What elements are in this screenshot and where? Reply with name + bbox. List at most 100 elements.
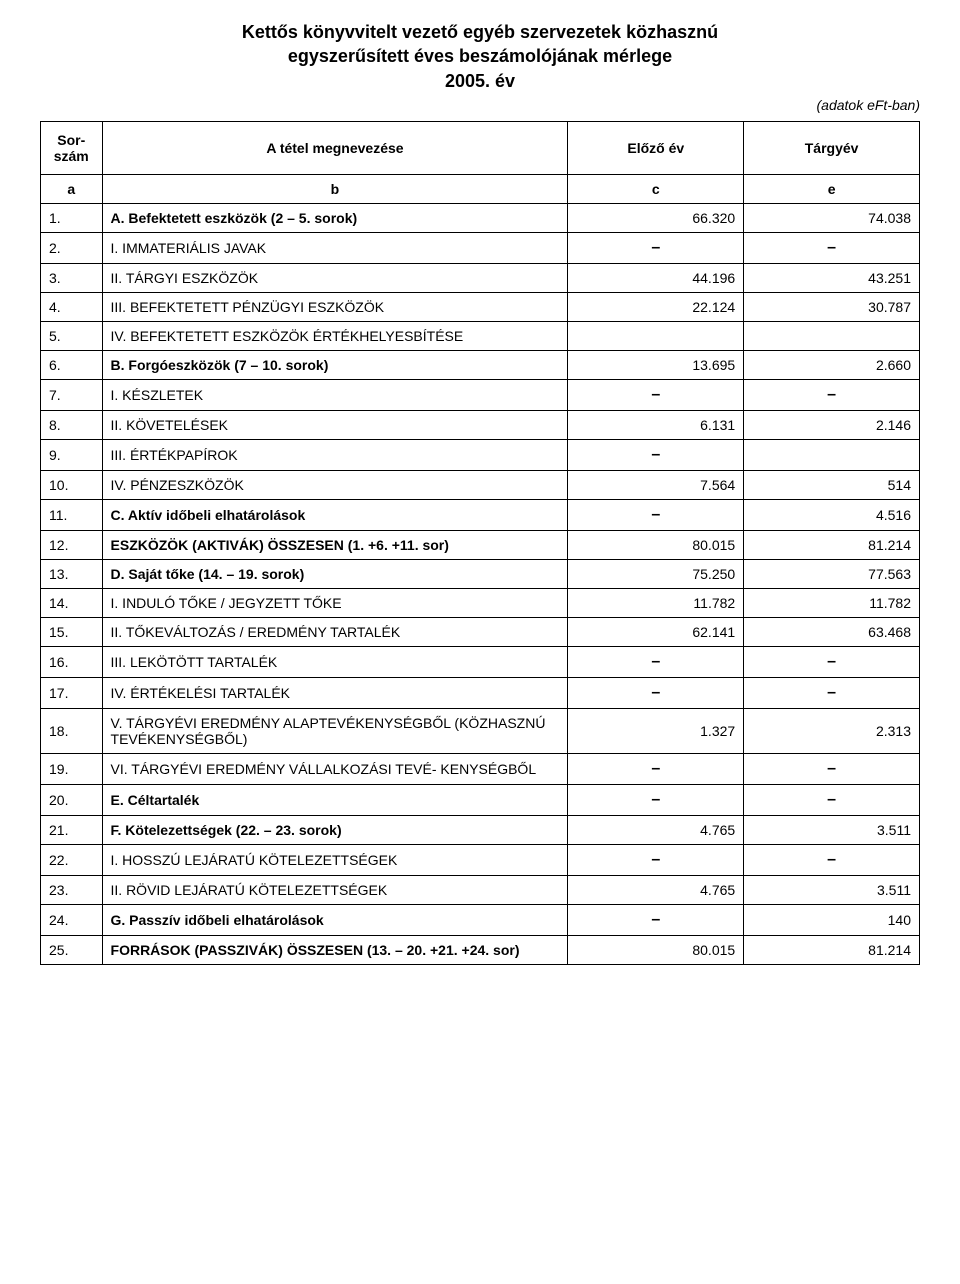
current-year-value: – <box>744 677 920 708</box>
current-year-value: 2.313 <box>744 708 920 753</box>
row-number: 1. <box>41 203 103 232</box>
table-row: 9.III. ÉRTÉKPAPÍROK– <box>41 439 920 470</box>
row-number: 8. <box>41 410 103 439</box>
current-year-value: 2.660 <box>744 350 920 379</box>
row-label: VI. TÁRGYÉVI EREDMÉNY VÁLLALKOZÁSI TEVÉ-… <box>102 753 568 784</box>
table-row: 5.IV. BEFEKTETETT ESZKÖZÖK ÉRTÉKHELYESBÍ… <box>41 321 920 350</box>
prev-year-value: – <box>568 232 744 263</box>
row-label: IV. BEFEKTETETT ESZKÖZÖK ÉRTÉKHELYESBÍTÉ… <box>102 321 568 350</box>
row-number: 12. <box>41 530 103 559</box>
row-label: FORRÁSOK (PASSZIVÁK) ÖSSZESEN (13. – 20.… <box>102 935 568 964</box>
row-number: 4. <box>41 292 103 321</box>
current-year-value: 77.563 <box>744 559 920 588</box>
prev-year-value: 22.124 <box>568 292 744 321</box>
row-number: 14. <box>41 588 103 617</box>
prev-year-value: 62.141 <box>568 617 744 646</box>
column-letter-row: a b c e <box>41 174 920 203</box>
row-label: I. IMMATERIÁLIS JAVAK <box>102 232 568 263</box>
table-row: 3.II. TÁRGYI ESZKÖZÖK44.19643.251 <box>41 263 920 292</box>
row-label: E. Céltartalék <box>102 784 568 815</box>
col-letter-c: c <box>568 174 744 203</box>
col-letter-a: a <box>41 174 103 203</box>
prev-year-value: 6.131 <box>568 410 744 439</box>
prev-year-value: – <box>568 439 744 470</box>
table-row: 6.B. Forgóeszközök (7 – 10. sorok)13.695… <box>41 350 920 379</box>
header-elozo: Előző év <box>568 121 744 174</box>
table-row: 21.F. Kötelezettségek (22. – 23. sorok)4… <box>41 815 920 844</box>
row-label: IV. PÉNZESZKÖZÖK <box>102 470 568 499</box>
table-row: 11.C. Aktív időbeli elhatárolások–4.516 <box>41 499 920 530</box>
table-row: 12.ESZKÖZÖK (AKTIVÁK) ÖSSZESEN (1. +6. +… <box>41 530 920 559</box>
prev-year-value: 75.250 <box>568 559 744 588</box>
row-number: 7. <box>41 379 103 410</box>
col-letter-e: e <box>744 174 920 203</box>
table-row: 13.D. Saját tőke (14. – 19. sorok)75.250… <box>41 559 920 588</box>
table-row: 25.FORRÁSOK (PASSZIVÁK) ÖSSZESEN (13. – … <box>41 935 920 964</box>
prev-year-value: – <box>568 784 744 815</box>
prev-year-value: – <box>568 904 744 935</box>
prev-year-value: 66.320 <box>568 203 744 232</box>
prev-year-value: 13.695 <box>568 350 744 379</box>
current-year-value: 63.468 <box>744 617 920 646</box>
row-label: D. Saját tőke (14. – 19. sorok) <box>102 559 568 588</box>
units-note: (adatok eFt-ban) <box>40 97 920 113</box>
table-row: 7.I. KÉSZLETEK–– <box>41 379 920 410</box>
current-year-value: – <box>744 232 920 263</box>
current-year-value: 3.511 <box>744 875 920 904</box>
current-year-value: 30.787 <box>744 292 920 321</box>
row-label: G. Passzív időbeli elhatárolások <box>102 904 568 935</box>
row-number: 20. <box>41 784 103 815</box>
header-targy: Tárgyév <box>744 121 920 174</box>
current-year-value: – <box>744 784 920 815</box>
header-megnev: A tétel megnevezése <box>102 121 568 174</box>
prev-year-value <box>568 321 744 350</box>
row-number: 3. <box>41 263 103 292</box>
row-number: 2. <box>41 232 103 263</box>
current-year-value: 81.214 <box>744 530 920 559</box>
table-row: 23.II. RÖVID LEJÁRATÚ KÖTELEZETTSÉGEK4.7… <box>41 875 920 904</box>
current-year-value <box>744 321 920 350</box>
row-label: ESZKÖZÖK (AKTIVÁK) ÖSSZESEN (1. +6. +11.… <box>102 530 568 559</box>
prev-year-value: 80.015 <box>568 530 744 559</box>
row-label: F. Kötelezettségek (22. – 23. sorok) <box>102 815 568 844</box>
table-row: 22.I. HOSSZÚ LEJÁRATÚ KÖTELEZETTSÉGEK–– <box>41 844 920 875</box>
current-year-value: – <box>744 646 920 677</box>
row-number: 19. <box>41 753 103 784</box>
row-number: 25. <box>41 935 103 964</box>
current-year-value: 11.782 <box>744 588 920 617</box>
row-number: 5. <box>41 321 103 350</box>
title-line-1: Kettős könyvvitelt vezető egyéb szerveze… <box>242 22 718 42</box>
row-number: 18. <box>41 708 103 753</box>
row-label: A. Befektetett eszközök (2 – 5. sorok) <box>102 203 568 232</box>
current-year-value: 4.516 <box>744 499 920 530</box>
row-number: 16. <box>41 646 103 677</box>
row-number: 23. <box>41 875 103 904</box>
row-label: II. TŐKEVÁLTOZÁS / EREDMÉNY TARTALÉK <box>102 617 568 646</box>
table-row: 10.IV. PÉNZESZKÖZÖK7.564514 <box>41 470 920 499</box>
row-number: 17. <box>41 677 103 708</box>
row-label: C. Aktív időbeli elhatárolások <box>102 499 568 530</box>
row-number: 24. <box>41 904 103 935</box>
prev-year-value: 1.327 <box>568 708 744 753</box>
current-year-value <box>744 439 920 470</box>
row-label: B. Forgóeszközök (7 – 10. sorok) <box>102 350 568 379</box>
row-number: 6. <box>41 350 103 379</box>
current-year-value: 74.038 <box>744 203 920 232</box>
prev-year-value: – <box>568 646 744 677</box>
table-row: 14. I. INDULÓ TŐKE / JEGYZETT TŐKE11.782… <box>41 588 920 617</box>
prev-year-value: 44.196 <box>568 263 744 292</box>
prev-year-value: 4.765 <box>568 875 744 904</box>
row-label: III. LEKÖTÖTT TARTALÉK <box>102 646 568 677</box>
current-year-value: 43.251 <box>744 263 920 292</box>
table-row: 17.IV. ÉRTÉKELÉSI TARTALÉK–– <box>41 677 920 708</box>
prev-year-value: 4.765 <box>568 815 744 844</box>
table-row: 20.E. Céltartalék–– <box>41 784 920 815</box>
title-line-3: 2005. év <box>445 71 515 91</box>
row-number: 15. <box>41 617 103 646</box>
title-line-2: egyszerűsített éves beszámolójának mérle… <box>288 46 672 66</box>
table-row: 16.III. LEKÖTÖTT TARTALÉK–– <box>41 646 920 677</box>
row-label: II. KÖVETELÉSEK <box>102 410 568 439</box>
prev-year-value: 7.564 <box>568 470 744 499</box>
current-year-value: 81.214 <box>744 935 920 964</box>
current-year-value: 2.146 <box>744 410 920 439</box>
